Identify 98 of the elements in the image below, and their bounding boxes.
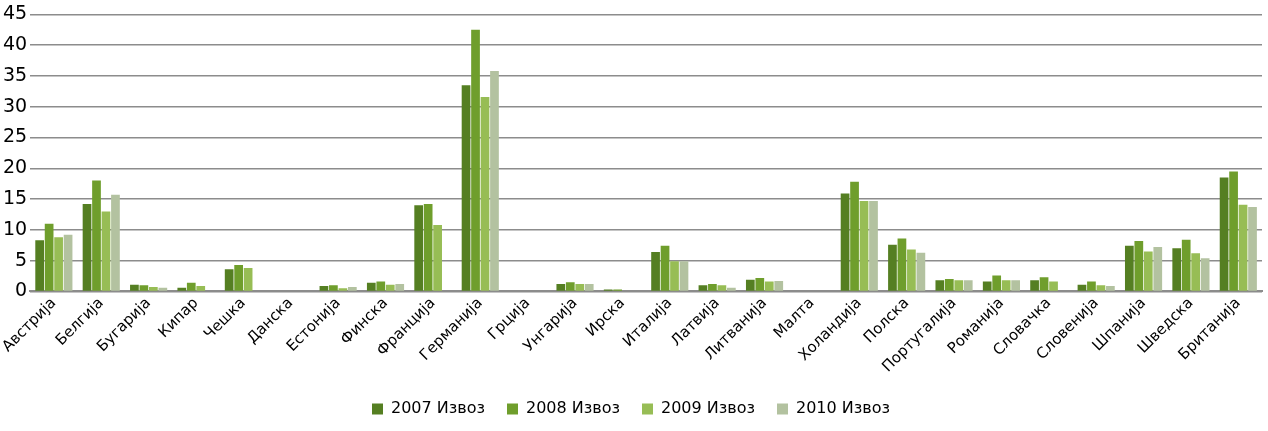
bar [1077,284,1087,291]
bar [1248,207,1257,291]
bar [1200,258,1210,291]
bar [935,280,945,291]
bar [196,285,206,291]
y-tick-label: 5 [15,247,28,270]
bar [679,261,689,291]
bar [888,244,897,291]
bar [366,282,376,291]
bar [869,200,878,291]
bar [243,268,253,291]
bar [347,287,357,291]
y-tick-label: 15 [2,186,28,209]
bar [44,223,54,291]
bar [177,287,187,291]
bar [907,249,916,291]
bar [954,280,964,291]
bar [651,252,660,291]
bar [423,204,433,291]
bar [414,205,424,291]
y-tick-label: 25 [2,124,28,147]
bar [963,280,973,291]
bar [433,224,442,291]
bar [1229,171,1238,291]
bar [584,284,594,291]
bar [92,180,101,291]
bar [54,237,63,291]
bar [764,281,774,291]
bar [1181,239,1191,291]
bar [471,29,480,291]
bar [1030,280,1039,291]
bar [234,264,243,291]
bar [385,284,395,291]
y-tick-label: 35 [2,62,28,85]
bar [556,284,566,291]
bar [338,288,348,291]
bar [1153,247,1163,291]
legend-label: 2008 Извоз [525,398,621,418]
bar [63,234,73,291]
bar [1238,204,1248,291]
bar [1001,280,1011,291]
bar [745,279,755,291]
bar [859,200,869,291]
bar [35,240,45,291]
bar [755,277,765,291]
bar [660,245,670,291]
bar [916,252,926,291]
bar [1134,240,1144,291]
bar [708,284,717,291]
bar [850,181,859,291]
bar [1219,177,1229,291]
bar [186,282,196,291]
legend-label: 2007 Извоз [390,398,485,418]
bar [1096,285,1106,291]
bar [319,285,329,291]
y-tick-label: 45 [2,1,28,24]
bar [944,279,954,291]
bar [1087,281,1096,291]
y-tick-label: 40 [2,32,28,55]
bar [565,282,575,291]
bar [1143,251,1153,291]
bar [329,285,338,291]
bar [130,284,139,291]
legend-label: 2009 Извоз [661,398,756,418]
y-tick-label: 0 [15,278,28,301]
bar [1172,248,1182,291]
bar [480,96,490,291]
bar [395,284,405,291]
y-tick-label: 30 [2,93,28,116]
bar [461,85,471,291]
bar [490,71,499,291]
bar [982,281,992,291]
bar [774,280,784,291]
bar [376,281,386,291]
bar [1011,280,1020,291]
bar [897,238,907,291]
bar [1049,281,1058,291]
bar [158,287,168,291]
bar [698,285,708,291]
bar [1124,245,1134,291]
bar [1191,253,1201,291]
bar [149,287,158,291]
bar [82,204,92,291]
bar [1039,277,1049,291]
bar [101,211,111,291]
y-tick-label: 20 [2,155,28,178]
bar [1106,285,1115,291]
bar [575,284,585,291]
bar [224,269,234,291]
legend-label: 2010 Извоз [796,398,891,418]
bar [139,285,149,291]
bar [717,285,727,291]
bar [670,261,679,291]
y-tick-label: 10 [2,216,28,239]
bar [111,194,120,291]
bar [992,275,1002,291]
bar [727,287,736,291]
bar [840,193,850,291]
